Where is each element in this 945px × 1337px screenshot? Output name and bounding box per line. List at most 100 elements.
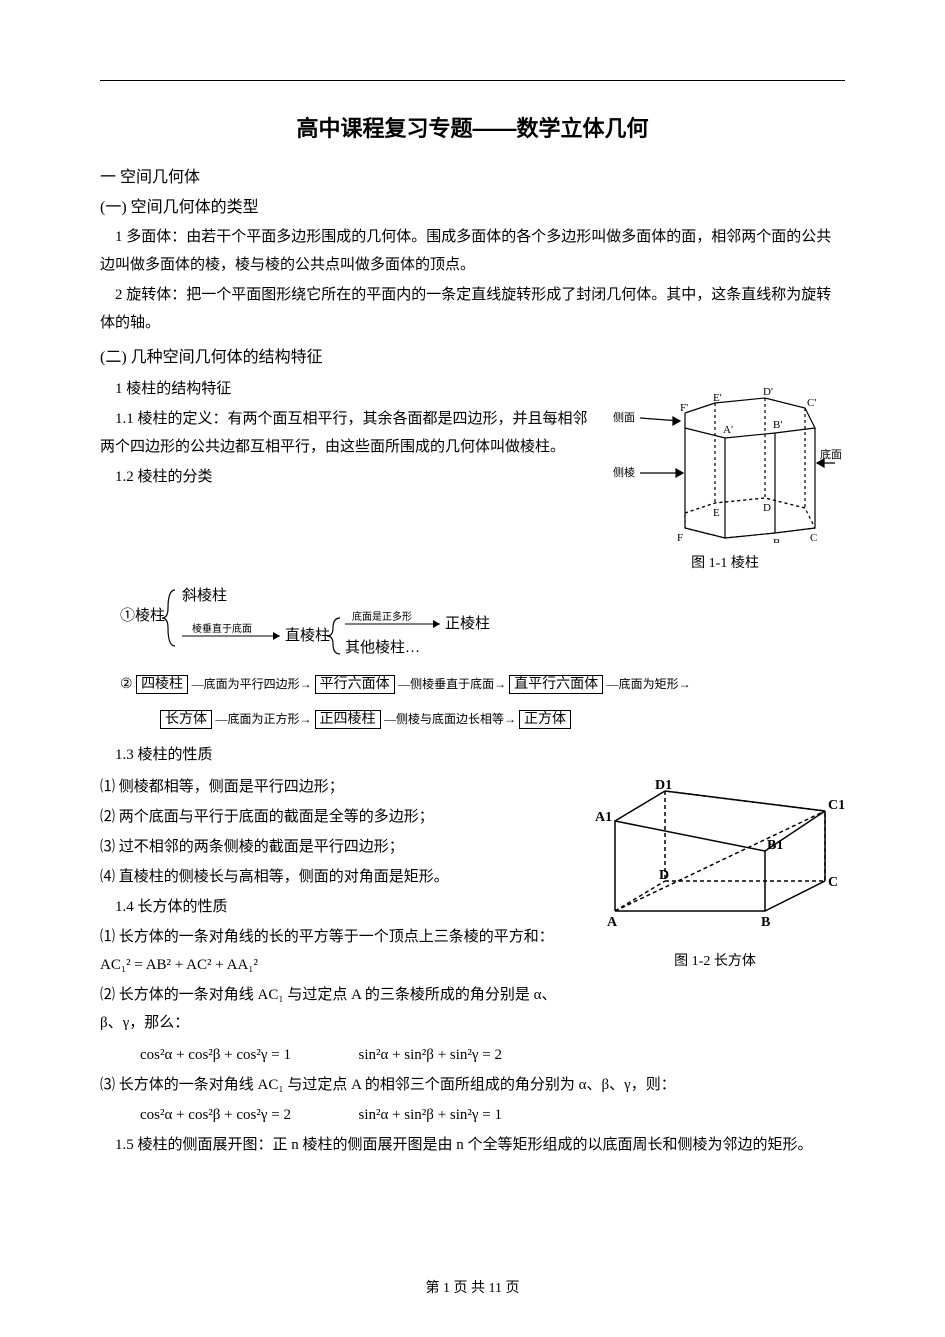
paragraph: 1 多面体：由若干个平面多边形围成的几何体。围成多面体的各个多边形叫做多面体的面… [100,223,845,279]
label-Dp: D' [763,386,773,398]
prop-num: ⑴ [100,929,115,945]
label-Bp: B' [773,419,782,431]
equation-row: cos²α + cos²β + cos²γ = 1 sin²α + sin²β … [140,1043,845,1067]
prop-num: ⑵ [100,809,115,825]
item-num: 1.5 [115,1137,134,1153]
prop-text: 直棱柱的侧棱长与高相等，侧面的对角面是矩形。 [119,869,449,885]
label-base-face: 底面 [820,447,842,461]
property-item: ⑵ 两个底面与平行于底面的截面是全等的多边形； [100,803,575,831]
prop-text: 长方体的一条对角线的长的平方等于一个顶点上三条棱的平方和： [119,929,554,945]
label-C: C [810,532,817,543]
figure-column: A B C D A1 B1 C1 D1 图 1-2 长方体 [585,771,845,970]
label-Fp: F' [680,402,688,414]
text-column: 1 棱柱的结构特征 1.1 棱柱的定义：有两个面互相平行，其余各面都是四边形，并… [100,373,595,493]
item-num: 1.3 [115,747,134,763]
label-side-face: 侧面 [613,411,635,424]
page-footer: 第 1 页 共 11 页 [0,1277,945,1297]
tree-branch2b: 其他棱柱… [345,639,420,656]
label-A: A [720,542,728,543]
subsection-title: 几种空间几何体的结构特征 [131,349,323,366]
prop-text: 两个底面与平行于底面的截面是全等的多边形； [119,809,434,825]
property-item: ⑷ 直棱柱的侧棱长与高相等，侧面的对角面是矩形。 [100,863,575,891]
item-text: 棱柱的分类 [138,469,213,485]
property-item: ⑴ 侧棱都相等，侧面是平行四边形； [100,773,575,801]
caption-text: 图 1-1 棱柱 [691,556,759,571]
footer-a: 第 1 页 共 [426,1281,486,1296]
paragraph: 1.2 棱柱的分类 [100,463,595,491]
row-properties: ⑴ 侧棱都相等，侧面是平行四边形； ⑵ 两个底面与平行于底面的截面是全等的多边形… [100,771,845,1039]
label-B1: B1 [767,838,783,853]
flow-node: 四棱柱 [136,675,188,694]
figure-caption: 图 1-2 长方体 [585,950,845,970]
equation-row: cos²α + cos²β + cos²γ = 2 sin²α + sin²β … [140,1103,845,1127]
footer-b: 11 [489,1281,502,1296]
label-Ap: A' [723,424,733,436]
flow-cond: —底面为正方形→ [216,712,315,726]
flow-prefix: ② [120,677,133,692]
footer-c: 页 [505,1281,519,1296]
page: 高中课程复习专题——数学立体几何 一 空间几何体 (一) 空间几何体的类型 1 … [0,0,945,1337]
label-D: D [763,502,771,514]
item-num: 1.2 [115,469,134,485]
tree-branch2a: 正棱柱 [445,615,490,632]
subsection-title: 空间几何体的类型 [131,199,259,216]
prop-text: 侧棱都相等，侧面是平行四边形； [119,779,344,795]
property-item: ⑶ 长方体的一条对角线 AC₁ 与过定点 A 的相邻三个面所组成的角分别为 α、… [100,1071,845,1099]
item-text: 棱柱的结构特征 [126,381,231,397]
flow-cond: —底面为平行四边形→ [192,677,315,691]
page-title: 高中课程复习专题——数学立体几何 [100,111,845,143]
top-rule [100,80,845,81]
item-text: 棱柱的定义：有两个面互相平行，其余各面都是四边形，并且每相邻两个四边形的公共边都… [100,411,588,455]
paragraph: 2 旋转体：把一个平面图形绕它所在的平面内的一条定直线旋转形成了封闭几何体。其中… [100,281,845,337]
subsection-num: (一) [100,199,127,216]
label-side-edge: 侧棱 [613,466,635,479]
item-num: 1 [115,229,123,245]
item-text: 棱柱的性质 [138,747,213,763]
item-num: 1 [115,381,123,397]
item-num: 1.1 [115,411,134,427]
section-num: 一 [100,169,116,186]
item-text: 多面体：由若干个平面多边形围成的几何体。围成多面体的各个多边形叫做多面体的面，相… [100,229,831,273]
paragraph: 1.5 棱柱的侧面展开图：正 n 棱柱的侧面展开图是由 n 个全等矩形组成的以底… [100,1131,845,1159]
property-item: ⑵ 长方体的一条对角线 AC₁ 与过定点 A 的三条棱所成的角分别是 α、β、γ… [100,981,575,1037]
label-B: B [761,915,770,930]
paragraph: 1.1 棱柱的定义：有两个面互相平行，其余各面都是四边形，并且每相邻两个四边形的… [100,405,595,461]
figure-column: 侧面 侧棱 底面 F' E' D' C' B' A' F E D C B A [605,373,845,572]
property-item: ⑴ 长方体的一条对角线的长的平方等于一个顶点上三条棱的平方和： AC₁² = A… [100,923,575,979]
prop-text: 长方体的一条对角线 AC₁ 与过定点 A 的三条棱所成的角分别是 α、β、γ，那… [100,987,556,1031]
flow-node: 平行六面体 [315,675,395,694]
prop-text: 长方体的一条对角线 AC₁ 与过定点 A 的相邻三个面所组成的角分别为 α、β、… [119,1077,676,1093]
section-title: 空间几何体 [120,169,200,186]
text-column: ⑴ 侧棱都相等，侧面是平行四边形； ⑵ 两个底面与平行于底面的截面是全等的多边形… [100,771,575,1039]
flow-chain-2: 长方体 —底面为正方形→ 正四棱柱 —侧棱与底面边长相等→ 正方体 [160,706,845,733]
eq-right: sin²α + sin²β + sin²γ = 2 [358,1047,502,1063]
section-heading: 一 空间几何体 [100,163,845,187]
paragraph: 1.4 长方体的性质 [100,893,575,921]
tree-root: ①棱柱 [120,607,165,624]
eq-left: cos²α + cos²β + cos²γ = 2 [140,1107,291,1123]
tree-branch1: 斜棱柱 [182,587,227,604]
label-C: C [828,875,838,890]
flow-node: 直平行六面体 [509,675,603,694]
label-A1: A1 [595,810,612,825]
flow-node: 长方体 [160,710,212,729]
flow-cond: —侧棱垂直于底面→ [398,677,509,691]
tree-branch2: 直棱柱 [285,627,330,644]
label-C1: C1 [828,798,845,813]
label-F: F [677,532,683,543]
subsection-heading: (二) 几种空间几何体的结构特征 [100,343,845,367]
item-text: 旋转体：把一个平面图形绕它所在的平面内的一条定直线旋转形成了封闭几何体。其中，这… [100,287,831,331]
item-text: 棱柱的侧面展开图：正 n 棱柱的侧面展开图是由 n 个全等矩形组成的以底面周长和… [138,1137,813,1153]
paragraph: 1 棱柱的结构特征 [100,375,595,403]
label-D1: D1 [655,778,672,793]
tree-cond1: 棱垂直于底面 [192,622,252,635]
prop-num: ⑶ [100,839,115,855]
flow-cond: —底面为矩形→ [607,677,691,691]
flow-chain: ② 四棱柱 —底面为平行四边形→ 平行六面体 —侧棱垂直于底面→ 直平行六面体 … [120,671,845,698]
item-num: 2 [115,287,123,303]
tree-cond2: 底面是正多形 [352,610,412,623]
label-B: B [773,537,780,543]
prop-num: ⑶ [100,1077,115,1093]
prop-num: ⑵ [100,987,115,1003]
row-prism-intro: 1 棱柱的结构特征 1.1 棱柱的定义：有两个面互相平行，其余各面都是四边形，并… [100,373,845,572]
